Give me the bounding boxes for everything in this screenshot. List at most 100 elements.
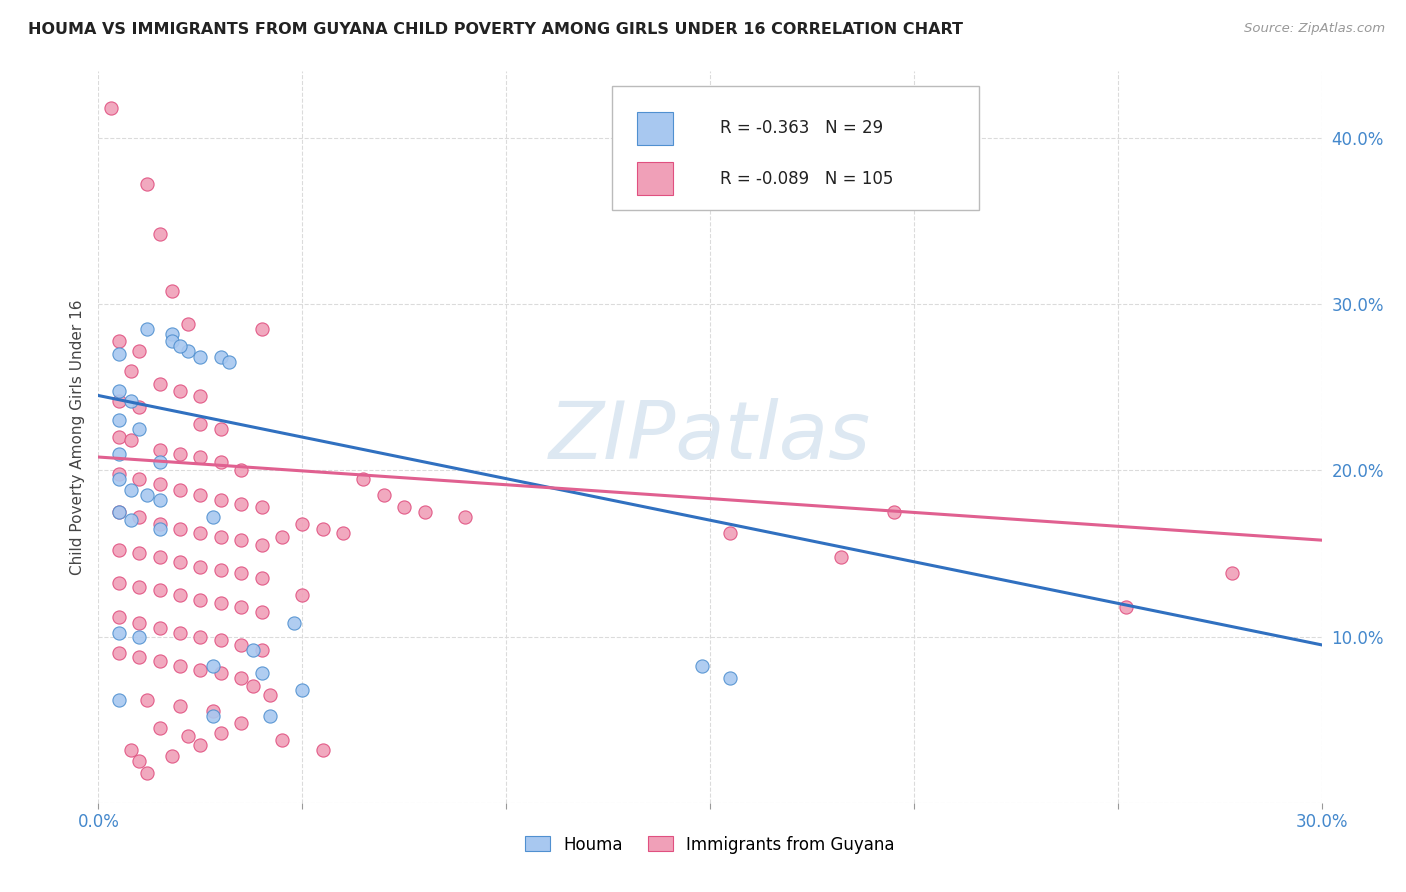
Point bbox=[718, 526, 742, 541]
Point bbox=[454, 509, 477, 524]
Point bbox=[128, 616, 150, 631]
Point bbox=[209, 666, 232, 681]
Point bbox=[250, 605, 273, 619]
Point bbox=[136, 178, 159, 192]
Point bbox=[883, 505, 905, 519]
Point bbox=[108, 609, 131, 624]
Point bbox=[128, 343, 150, 358]
Point bbox=[373, 488, 395, 502]
Point bbox=[291, 516, 314, 531]
Point bbox=[209, 563, 232, 577]
Point bbox=[136, 765, 159, 780]
Point bbox=[136, 488, 159, 502]
Point bbox=[128, 546, 150, 560]
Point bbox=[718, 671, 742, 685]
Point bbox=[169, 483, 191, 498]
Point bbox=[231, 638, 253, 652]
Point bbox=[830, 549, 852, 564]
Point bbox=[169, 384, 191, 398]
Point bbox=[149, 516, 172, 531]
Point bbox=[242, 643, 264, 657]
Point bbox=[128, 754, 150, 768]
Point bbox=[201, 705, 224, 719]
Point bbox=[209, 530, 232, 544]
Bar bbox=[637, 112, 673, 145]
FancyBboxPatch shape bbox=[612, 86, 979, 211]
Point bbox=[149, 621, 172, 635]
Point bbox=[120, 393, 142, 408]
Point bbox=[128, 580, 150, 594]
Point bbox=[312, 521, 335, 535]
Point bbox=[242, 680, 264, 694]
Point bbox=[188, 738, 212, 752]
Point bbox=[231, 497, 253, 511]
Point bbox=[250, 322, 273, 336]
Point bbox=[209, 455, 232, 469]
Point bbox=[149, 227, 172, 242]
Point bbox=[1115, 599, 1137, 614]
Point bbox=[209, 351, 232, 365]
Bar bbox=[637, 162, 673, 195]
Text: ZIPatlas: ZIPatlas bbox=[548, 398, 872, 476]
Point bbox=[108, 347, 131, 361]
Point bbox=[250, 538, 273, 552]
Point bbox=[291, 682, 314, 697]
Legend: Houma, Immigrants from Guyana: Houma, Immigrants from Guyana bbox=[519, 829, 901, 860]
Point bbox=[149, 721, 172, 735]
Point bbox=[149, 655, 172, 669]
Point bbox=[108, 576, 131, 591]
Point bbox=[177, 343, 200, 358]
Point bbox=[270, 732, 294, 747]
Point bbox=[149, 582, 172, 597]
Text: HOUMA VS IMMIGRANTS FROM GUYANA CHILD POVERTY AMONG GIRLS UNDER 16 CORRELATION C: HOUMA VS IMMIGRANTS FROM GUYANA CHILD PO… bbox=[28, 22, 963, 37]
Point bbox=[149, 521, 172, 535]
Point bbox=[188, 630, 212, 644]
Point bbox=[128, 630, 150, 644]
Point bbox=[108, 413, 131, 427]
Point bbox=[231, 566, 253, 581]
Point bbox=[231, 671, 253, 685]
Point bbox=[169, 447, 191, 461]
Point bbox=[259, 709, 281, 723]
Point bbox=[209, 422, 232, 436]
Point bbox=[392, 500, 416, 514]
Point bbox=[188, 663, 212, 677]
Point bbox=[128, 400, 150, 414]
Point bbox=[413, 505, 436, 519]
Point bbox=[149, 476, 172, 491]
Point bbox=[250, 666, 273, 681]
Point bbox=[149, 455, 172, 469]
Text: R = -0.089   N = 105: R = -0.089 N = 105 bbox=[720, 169, 893, 188]
Point bbox=[120, 483, 142, 498]
Point bbox=[291, 588, 314, 602]
Point bbox=[169, 555, 191, 569]
Point bbox=[201, 709, 224, 723]
Point bbox=[120, 434, 142, 448]
Point bbox=[100, 101, 122, 115]
Point bbox=[160, 326, 183, 341]
Point bbox=[250, 643, 273, 657]
Point bbox=[1220, 566, 1243, 581]
Point bbox=[160, 284, 183, 298]
Point bbox=[108, 543, 131, 558]
Point bbox=[108, 472, 131, 486]
Point bbox=[149, 443, 172, 458]
Point bbox=[231, 463, 253, 477]
Point bbox=[188, 388, 212, 402]
Point bbox=[177, 317, 200, 331]
Point bbox=[352, 472, 374, 486]
Point bbox=[259, 688, 281, 702]
Point bbox=[108, 646, 131, 660]
Point bbox=[332, 526, 354, 541]
Point bbox=[108, 505, 131, 519]
Point bbox=[188, 593, 212, 607]
Point bbox=[108, 626, 131, 640]
Point bbox=[108, 393, 131, 408]
Point bbox=[188, 450, 212, 464]
Text: R = -0.363   N = 29: R = -0.363 N = 29 bbox=[720, 120, 883, 137]
Point bbox=[128, 422, 150, 436]
Point bbox=[169, 338, 191, 352]
Point bbox=[231, 716, 253, 731]
Point bbox=[250, 571, 273, 585]
Point bbox=[690, 659, 713, 673]
